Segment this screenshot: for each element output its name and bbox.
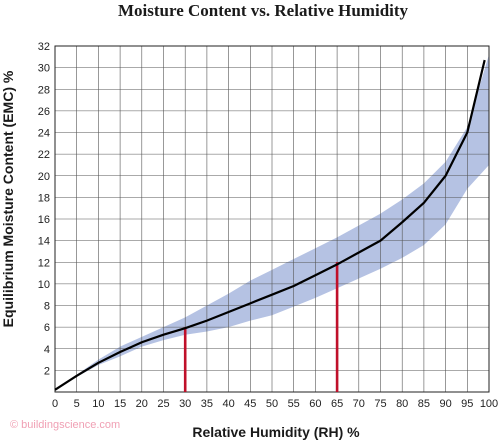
y-tick-label: 18 (38, 192, 50, 204)
plot-frame (54, 45, 490, 393)
y-tick-label: 6 (44, 322, 50, 334)
y-tick-label: 26 (38, 106, 50, 118)
x-tick-label: 80 (396, 398, 408, 410)
series-line (54, 59, 486, 391)
y-tick-label: 30 (38, 63, 50, 75)
x-tick-label: 20 (136, 398, 148, 410)
x-tick-label: 40 (222, 398, 234, 410)
y-axis-label: Equilibrium Moisture Content (EMC) % (0, 70, 16, 327)
y-tick-label: 32 (38, 41, 50, 53)
x-tick-label: 95 (461, 398, 473, 410)
y-tick-label: 16 (38, 214, 50, 226)
x-tick-label: 30 (179, 398, 191, 410)
y-tick-label: 8 (44, 301, 50, 313)
y-tick-label: 28 (38, 84, 50, 96)
band-area (76, 54, 489, 377)
chart-title: Moisture Content vs. Relative Humidity (118, 1, 409, 20)
marker-lines (183, 262, 339, 392)
y-tick-label: 12 (38, 257, 50, 269)
x-tick-label: 10 (92, 398, 104, 410)
y-tick-label: 4 (44, 344, 50, 356)
x-tick-label: 75 (374, 398, 386, 410)
y-tick-label: 20 (38, 171, 50, 183)
y-tick-label: 24 (38, 128, 50, 140)
x-tick-label: 70 (353, 398, 365, 410)
x-tick-label: 60 (309, 398, 321, 410)
x-tick-label: 15 (114, 398, 126, 410)
x-tick-label: 90 (439, 398, 451, 410)
tick-labels: 0 5 10 15 20 25 30 35 40 45 50 55 60 65 70 75 80 85 90 95 10… (38, 41, 498, 410)
y-tick-label: 14 (38, 236, 50, 248)
x-tick-label: 65 (331, 398, 343, 410)
x-tick-label: 45 (244, 398, 256, 410)
x-tick-label: 35 (201, 398, 213, 410)
x-tick-label: 50 (266, 398, 278, 410)
series-layer (54, 59, 486, 391)
y-tick-label: 2 (44, 365, 50, 377)
x-tick-label: 0 (52, 398, 58, 410)
x-tick-label: 25 (157, 398, 169, 410)
credit-text: © buildingscience.com (10, 419, 120, 431)
y-tick-label: 22 (38, 149, 50, 161)
x-tick-label: 5 (74, 398, 80, 410)
y-tick-label: 10 (38, 279, 50, 291)
x-tick-label: 100 (480, 398, 498, 410)
x-tick-label: 55 (288, 398, 300, 410)
x-tick-label: 85 (418, 398, 430, 410)
grid (54, 45, 490, 393)
confidence-band (76, 54, 489, 377)
x-axis-label: Relative Humidity (RH) % (192, 424, 360, 440)
